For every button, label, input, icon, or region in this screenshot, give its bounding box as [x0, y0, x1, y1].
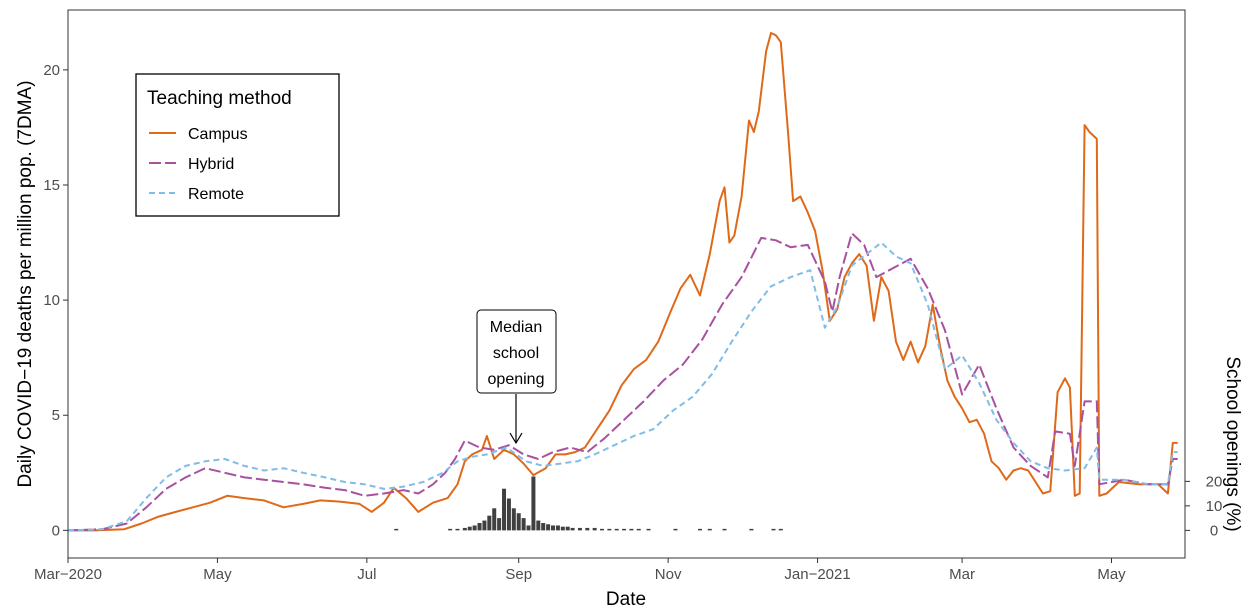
school-opening-bar-27: [585, 527, 590, 531]
y-tick-label-1: 5: [52, 407, 60, 424]
y-axis: 0 5 10 15 20: [43, 62, 68, 539]
x-tick-label-7: May: [1097, 566, 1126, 583]
legend-label-campus: Campus: [188, 126, 248, 143]
y2-tick-label-0: 0: [1210, 522, 1218, 539]
school-opening-bar-31: [614, 528, 619, 531]
school-opening-bar-29: [600, 528, 605, 531]
y-tick-label-4: 20: [43, 62, 60, 79]
school-opening-bar-14: [516, 513, 521, 531]
school-opening-bar-40: [749, 528, 754, 531]
legend-label-hybrid: Hybrid: [188, 156, 234, 173]
school-opening-bar-24: [565, 526, 570, 531]
y2-axis-label: School openings (%): [1222, 356, 1243, 531]
school-opening-bar-33: [629, 528, 634, 531]
school-opening-bar-22: [555, 525, 560, 531]
school-opening-bar-42: [778, 528, 783, 531]
school-opening-bar-18: [536, 520, 541, 531]
y2-axis: 0 10 20: [1185, 473, 1222, 539]
school-opening-bar-39: [722, 528, 727, 531]
school-opening-bar-35: [646, 528, 651, 531]
school-opening-bar-41: [771, 528, 776, 531]
series-line-campus: [68, 32, 1178, 532]
school-opening-bar-28: [592, 527, 597, 531]
school-opening-bar-3: [462, 527, 467, 531]
y-tick-label-2: 10: [43, 292, 60, 309]
school-opening-bar-21: [551, 525, 556, 531]
series-line-remote: [67, 241, 1178, 532]
legend: Teaching method Campus Hybrid Remote: [135, 73, 340, 217]
school-opening-bar-26: [577, 527, 582, 531]
y-tick-label-0: 0: [52, 522, 60, 539]
school-opening-bar-36: [673, 528, 678, 531]
school-opening-bar-32: [622, 528, 627, 531]
school-opening-bar-37: [697, 528, 702, 531]
school-opening-bar-20: [546, 524, 551, 531]
school-opening-bar-7: [482, 520, 487, 531]
school-opening-bar-4: [467, 526, 472, 531]
y2-tick-label-1: 10: [1206, 498, 1223, 515]
x-tick-label-1: May: [203, 566, 232, 583]
school-opening-bar-6: [477, 523, 482, 531]
x-axis-label: Date: [606, 589, 646, 610]
annotation-line-2: school: [493, 345, 539, 362]
school-opening-bar-0: [394, 528, 399, 531]
x-axis: Mar−2020 May Jul Sep Nov Jan−2021 Mar May: [34, 558, 1126, 583]
x-tick-label-5: Jan−2021: [784, 566, 850, 583]
annotation-line-1: Median: [490, 319, 542, 336]
school-opening-bar-15: [521, 518, 526, 531]
y-axis-label: Daily COVID−19 deaths per million pop. (…: [15, 80, 36, 487]
school-openings-bars: [394, 476, 783, 531]
school-opening-bar-16: [526, 525, 531, 531]
x-tick-label-6: Mar: [949, 566, 975, 583]
school-opening-bar-17: [531, 476, 536, 531]
series-lines: [67, 32, 1178, 532]
school-opening-bar-30: [607, 528, 612, 531]
x-tick-label-4: Nov: [655, 566, 682, 583]
legend-title: Teaching method: [147, 88, 292, 109]
series-line-hybrid: [67, 232, 1178, 532]
plot-panel-border: [67, 9, 1186, 559]
school-opening-bar-12: [506, 498, 511, 531]
school-opening-bar-38: [707, 528, 712, 531]
school-opening-bar-23: [560, 526, 565, 531]
school-opening-bar-8: [487, 515, 492, 531]
y-tick-label-3: 15: [43, 177, 60, 194]
annotation-line-3: opening: [488, 371, 545, 388]
school-opening-bar-19: [541, 523, 546, 531]
school-opening-bar-2: [455, 528, 460, 531]
annotation-box: [476, 309, 557, 394]
school-opening-bar-11: [502, 488, 507, 531]
y2-tick-label-2: 20: [1206, 473, 1223, 490]
school-opening-bar-13: [511, 508, 516, 531]
school-opening-bar-10: [497, 518, 502, 531]
x-tick-label-0: Mar−2020: [34, 566, 102, 583]
annotation-arrow-head: [509, 432, 523, 445]
x-tick-label-2: Jul: [357, 566, 376, 583]
school-opening-bar-1: [448, 528, 453, 531]
legend-label-remote: Remote: [188, 186, 244, 203]
school-opening-bar-34: [636, 528, 641, 531]
x-tick-label-3: Sep: [505, 566, 532, 583]
school-opening-bar-5: [472, 525, 477, 531]
school-opening-bar-9: [492, 508, 497, 531]
annotation: Median school opening: [476, 309, 557, 445]
school-opening-bar-25: [570, 527, 575, 531]
